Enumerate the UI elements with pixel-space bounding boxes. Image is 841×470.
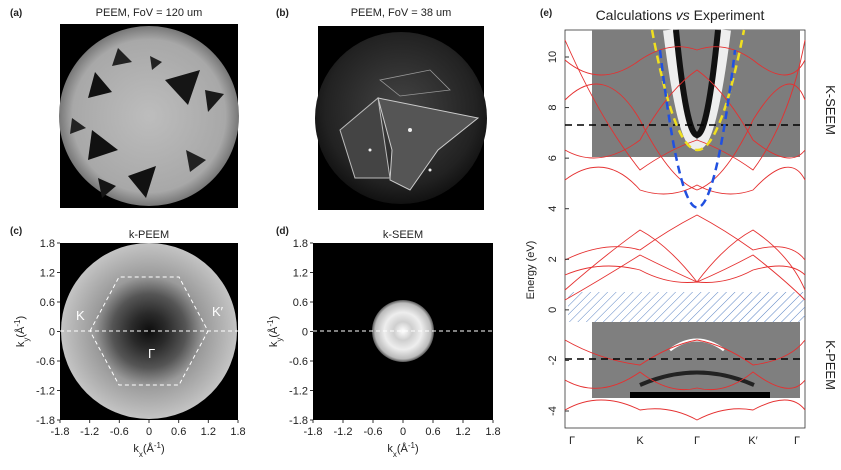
axis-label-part: ) — [161, 443, 165, 455]
y-tick-label: 1.2 — [40, 268, 55, 280]
y-tick-label: -1.8 — [36, 415, 55, 427]
x-tick-label: Γ — [569, 435, 575, 447]
x-tick-label: 1.8 — [485, 426, 500, 438]
y-tick-label: -2 — [547, 356, 559, 366]
x-tick-label: -1.2 — [80, 426, 99, 438]
x-tick-label: K — [636, 435, 644, 447]
y-tick-label: 4 — [547, 206, 559, 212]
axis-label: ky(Å-1) — [13, 316, 31, 347]
panel-label: (b) — [276, 8, 289, 19]
x-tick-label: 1.2 — [201, 426, 216, 438]
title-part: Experiment — [694, 7, 765, 23]
axis-label-part: ) — [415, 443, 419, 455]
figure: (a) PEEM, FoV = 120 um (b) PEEM, FoV = 3… — [0, 0, 841, 465]
y-axis-label: Energy (eV) — [525, 241, 537, 300]
x-tick-label: -1.2 — [334, 426, 353, 438]
panel-label: (e) — [540, 8, 552, 19]
y-tick-label: 0.6 — [293, 297, 308, 309]
axis-label-part: ) — [268, 316, 280, 320]
y-tick-label: 0 — [302, 327, 308, 339]
annotation: Γ — [148, 346, 155, 361]
y-tick-label: 0 — [547, 307, 559, 313]
k-seem-image — [313, 243, 493, 420]
y-tick-label: -4 — [547, 406, 559, 416]
title-part: Calculations — [596, 7, 672, 23]
x-tick-label: -1.8 — [51, 426, 70, 438]
k-peem-image — [60, 243, 238, 420]
panel-label: (a) — [10, 8, 22, 19]
panel-label: (d) — [276, 226, 289, 237]
x-tick-label: 0.6 — [425, 426, 440, 438]
y-tick-label: -0.6 — [36, 356, 55, 368]
panel-title: k-PEEM — [129, 229, 169, 241]
peem-image-b — [315, 26, 487, 210]
peem-image-a — [59, 24, 239, 208]
y-tick-label: 2 — [547, 256, 559, 262]
x-tick-label: -1.8 — [304, 426, 323, 438]
axis-label-part: (Å — [267, 326, 280, 338]
x-tick-label: 1.2 — [455, 426, 470, 438]
axis-label: kx(Å-1) — [387, 441, 418, 459]
y-tick-label: 1.2 — [293, 268, 308, 280]
y-tick-label: 8 — [547, 105, 559, 111]
panel-title: Calculations vs Experiment — [596, 7, 765, 23]
axis-label: ky(Å-1) — [266, 316, 284, 347]
annotation: K — [76, 308, 85, 323]
axis-label-part: (Å — [14, 326, 27, 338]
band-structure — [565, 0, 805, 428]
x-tick-label: Γ — [694, 435, 700, 447]
side-label: K-PEEM — [823, 340, 838, 390]
y-tick-label: 0 — [49, 327, 55, 339]
y-tick-label: -1.8 — [289, 415, 308, 427]
x-tick-label: Γ — [794, 435, 800, 447]
x-tick-label: -0.6 — [364, 426, 383, 438]
title-part: vs — [676, 7, 690, 23]
panel-title: k-SEEM — [383, 229, 423, 241]
y-tick-label: 1.8 — [40, 238, 55, 250]
axis-label-part: (Å — [397, 442, 409, 455]
y-tick-label: -1.2 — [36, 386, 55, 398]
x-tick-label: K′ — [748, 435, 757, 447]
y-tick-label: 0.6 — [40, 297, 55, 309]
x-tick-label: 0 — [146, 426, 152, 438]
y-tick-label: 10 — [547, 51, 559, 63]
panel-title: PEEM, FoV = 38 um — [351, 7, 452, 19]
panel-label: (c) — [10, 226, 22, 237]
x-tick-label: 1.8 — [230, 426, 245, 438]
x-tick-label: 0.6 — [171, 426, 186, 438]
x-tick-label: -0.6 — [110, 426, 129, 438]
x-tick-label: 0 — [400, 426, 406, 438]
axis-label-part: (Å — [143, 442, 155, 455]
y-tick-label: -1.2 — [289, 386, 308, 398]
axis-label-part: ) — [15, 316, 27, 320]
side-label: K-SEEM — [823, 85, 838, 135]
panel-title: PEEM, FoV = 120 um — [96, 7, 203, 19]
axis-label: kx(Å-1) — [133, 441, 164, 459]
y-tick-label: 1.8 — [293, 238, 308, 250]
annotation: K′ — [212, 304, 224, 319]
y-tick-label: 6 — [547, 155, 559, 161]
y-tick-label: -0.6 — [289, 356, 308, 368]
